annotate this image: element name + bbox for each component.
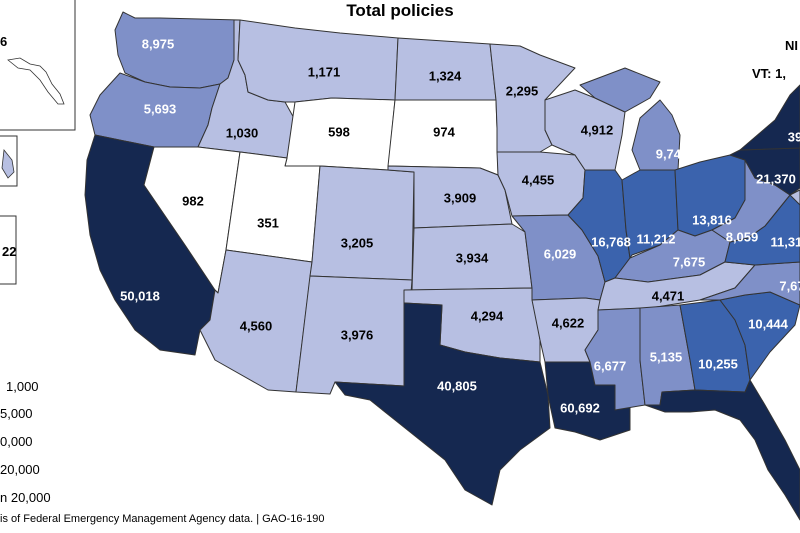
state-value-sc: 10,444 <box>748 316 789 331</box>
state-wa <box>114 11 241 89</box>
state-value-nv: 982 <box>182 193 204 208</box>
state-value-or: 5,693 <box>144 101 177 116</box>
state-value-nc: 7,67 <box>779 278 800 293</box>
state-value-ny: 39 <box>788 129 800 144</box>
state-value-mo: 6,029 <box>544 246 577 261</box>
state-value-wv: 8,059 <box>726 229 759 244</box>
legend-item: 5,000 <box>0 406 33 421</box>
state-value-wa: 8,975 <box>142 36 175 51</box>
alaska-inset <box>0 0 76 131</box>
state-value-wy: 598 <box>328 124 350 139</box>
nh-value-fragment: NI <box>785 38 798 53</box>
source-note: is of Federal Emergency Management Agenc… <box>0 513 325 525</box>
state-value-nm: 3,976 <box>341 327 374 342</box>
state-value-ok: 4,294 <box>471 308 504 323</box>
legend-item: 20,000 <box>0 462 40 477</box>
state-co <box>309 165 415 281</box>
state-value-oh: 13,816 <box>692 212 732 227</box>
state-value-ms: 6,677 <box>594 358 627 373</box>
state-value-labels: 8,975 5,693 50,018 1,030 982 1,171 598 351 4,560… <box>120 36 800 415</box>
state-value-va: 11,318 <box>770 234 800 249</box>
state-value-tx: 40,805 <box>437 378 477 393</box>
state-value-ne: 3,909 <box>444 190 477 205</box>
state-value-mn: 2,295 <box>506 83 539 98</box>
state-ut <box>225 151 321 263</box>
state-value-ar: 4,622 <box>552 315 585 330</box>
state-fl <box>644 379 800 521</box>
state-value-co: 3,205 <box>341 235 374 250</box>
state-md <box>789 189 800 206</box>
state-value-in: 11,212 <box>636 231 675 246</box>
state-value-mt: 1,171 <box>308 64 341 79</box>
state-value-ia: 4,455 <box>522 172 555 187</box>
state-value-tn: 4,471 <box>652 288 685 303</box>
map-title: Total policies <box>346 1 454 20</box>
state-mt <box>237 19 399 103</box>
state-value-ga: 10,255 <box>698 356 738 371</box>
alaska-value-fragment: 6 <box>0 34 8 49</box>
legend-item: 1,000 <box>6 379 39 394</box>
state-value-az: 4,560 <box>240 318 273 333</box>
state-value-ky: 7,675 <box>673 254 706 269</box>
state-tx <box>334 302 551 506</box>
hawaii-value-fragment: 22 <box>2 244 17 259</box>
state-nc <box>699 261 800 306</box>
state-value-pa: 21,370 <box>756 171 796 186</box>
state-value-mi: 9,749 <box>656 146 689 161</box>
legend-item: 0,000 <box>0 434 33 449</box>
state-mi <box>579 67 681 171</box>
hawaii-inset <box>0 135 18 285</box>
state-value-nd: 1,324 <box>429 68 462 83</box>
state-value-sd: 974 <box>433 124 455 139</box>
legend-item: n 20,000 <box>0 490 51 505</box>
state-value-al: 5,135 <box>650 349 683 364</box>
state-value-wi: 4,912 <box>581 122 614 137</box>
vt-value-fragment: VT: 1, <box>752 66 786 81</box>
state-value-la: 60,692 <box>560 400 600 415</box>
state-value-ks: 3,934 <box>456 250 489 265</box>
state-value-ca: 50,018 <box>120 288 160 303</box>
state-value-id: 1,030 <box>226 125 259 140</box>
state-value-ut: 351 <box>257 215 279 230</box>
state-value-il: 16,768 <box>591 234 631 249</box>
state-ny <box>739 84 800 151</box>
